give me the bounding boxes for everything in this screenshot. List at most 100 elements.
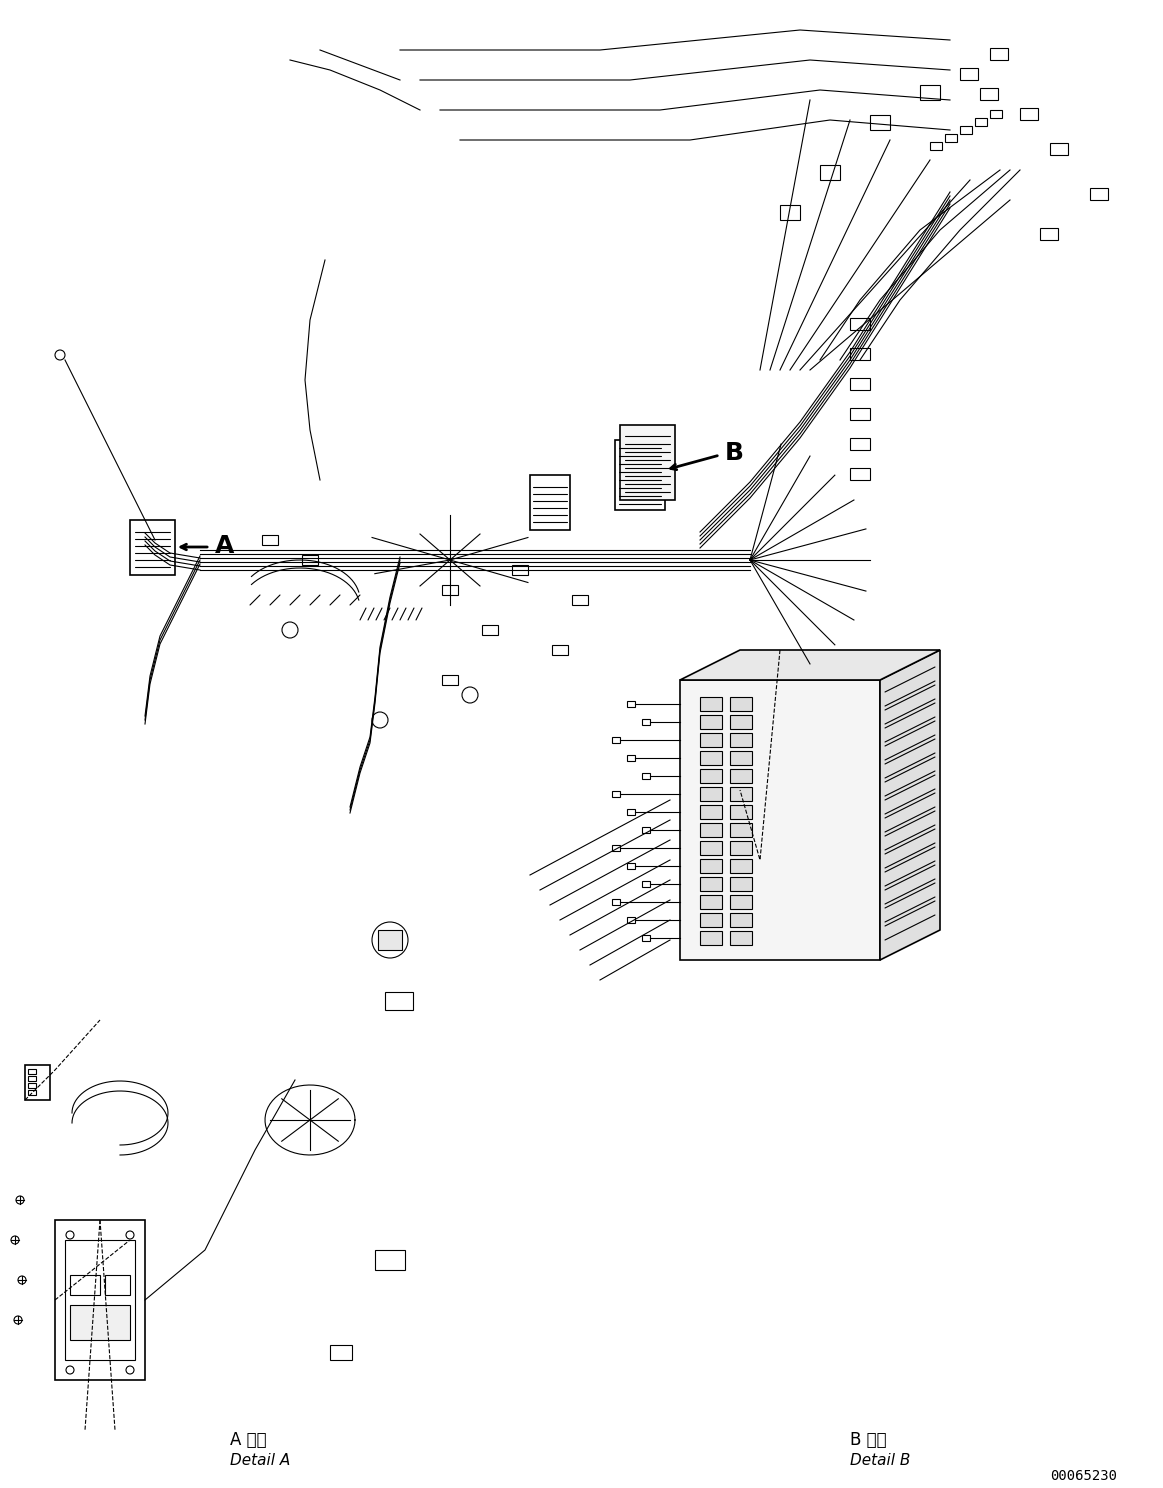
Bar (378, 930, 402, 949)
Bar (642, 719, 650, 725)
Bar (959, 126, 972, 134)
Bar (65, 1240, 135, 1360)
Bar (700, 931, 722, 945)
Bar (374, 1250, 405, 1269)
Bar (850, 437, 870, 449)
Bar (680, 680, 880, 960)
Bar (1020, 109, 1039, 121)
Bar (1050, 143, 1068, 155)
Bar (612, 792, 620, 798)
Bar (990, 48, 1008, 60)
Bar (975, 118, 987, 126)
Bar (700, 734, 722, 747)
Bar (28, 1091, 36, 1095)
Bar (1090, 187, 1108, 199)
Bar (627, 917, 635, 923)
Bar (105, 1275, 130, 1295)
Bar (612, 845, 620, 851)
Bar (850, 408, 870, 420)
Bar (850, 378, 870, 390)
Bar (700, 805, 722, 818)
Bar (442, 676, 458, 684)
Bar (730, 914, 752, 927)
Bar (700, 914, 722, 927)
Bar (442, 585, 458, 595)
Bar (642, 772, 650, 780)
Text: B 詳細: B 詳細 (850, 1431, 886, 1449)
Bar (70, 1275, 100, 1295)
Bar (627, 809, 635, 815)
Text: A 詳細: A 詳細 (230, 1431, 266, 1449)
Bar (700, 859, 722, 873)
Bar (780, 205, 800, 220)
Bar (730, 805, 752, 818)
Bar (700, 841, 722, 856)
Bar (730, 859, 752, 873)
Bar (730, 787, 752, 801)
Text: 00065230: 00065230 (1050, 1469, 1116, 1484)
Bar (512, 565, 528, 574)
Bar (980, 88, 998, 100)
Bar (850, 348, 870, 360)
Bar (730, 823, 752, 836)
Bar (930, 141, 942, 150)
Bar (700, 751, 722, 765)
Polygon shape (680, 650, 940, 680)
Text: Detail A: Detail A (230, 1452, 291, 1469)
Bar (330, 1345, 352, 1360)
Bar (302, 555, 317, 565)
Bar (700, 716, 722, 729)
Bar (870, 115, 890, 129)
Bar (481, 625, 498, 635)
Bar (700, 787, 722, 801)
Bar (700, 696, 722, 711)
Bar (700, 876, 722, 891)
Bar (730, 769, 752, 783)
Polygon shape (880, 650, 940, 960)
Text: B: B (725, 440, 744, 466)
Bar (1040, 228, 1058, 240)
Bar (70, 1305, 130, 1341)
Bar (530, 475, 570, 530)
Bar (28, 1083, 36, 1088)
Bar (642, 934, 650, 940)
Bar (55, 1220, 145, 1379)
Bar (730, 734, 752, 747)
Bar (24, 1065, 50, 1100)
Bar (642, 881, 650, 887)
Bar (730, 716, 752, 729)
Bar (700, 894, 722, 909)
Bar (959, 68, 978, 80)
Bar (612, 899, 620, 905)
Bar (730, 894, 752, 909)
Bar (700, 823, 722, 836)
Bar (620, 426, 675, 500)
Text: Detail B: Detail B (850, 1452, 911, 1469)
Bar (615, 440, 665, 510)
Bar (730, 931, 752, 945)
Bar (262, 536, 278, 545)
Bar (920, 85, 940, 100)
Bar (730, 841, 752, 856)
Bar (730, 696, 752, 711)
Bar (28, 1076, 36, 1080)
Bar (642, 827, 650, 833)
Bar (385, 992, 413, 1010)
Bar (627, 701, 635, 707)
Bar (28, 1068, 36, 1074)
Text: A: A (215, 534, 235, 558)
Bar (820, 165, 840, 180)
Bar (130, 519, 174, 574)
Bar (612, 737, 620, 743)
Bar (730, 751, 752, 765)
Bar (730, 876, 752, 891)
Bar (850, 318, 870, 330)
Bar (990, 110, 1003, 118)
Bar (946, 134, 957, 141)
Bar (552, 644, 568, 655)
Bar (627, 863, 635, 869)
Bar (627, 754, 635, 760)
Bar (850, 469, 870, 481)
Bar (700, 769, 722, 783)
Bar (572, 595, 588, 606)
